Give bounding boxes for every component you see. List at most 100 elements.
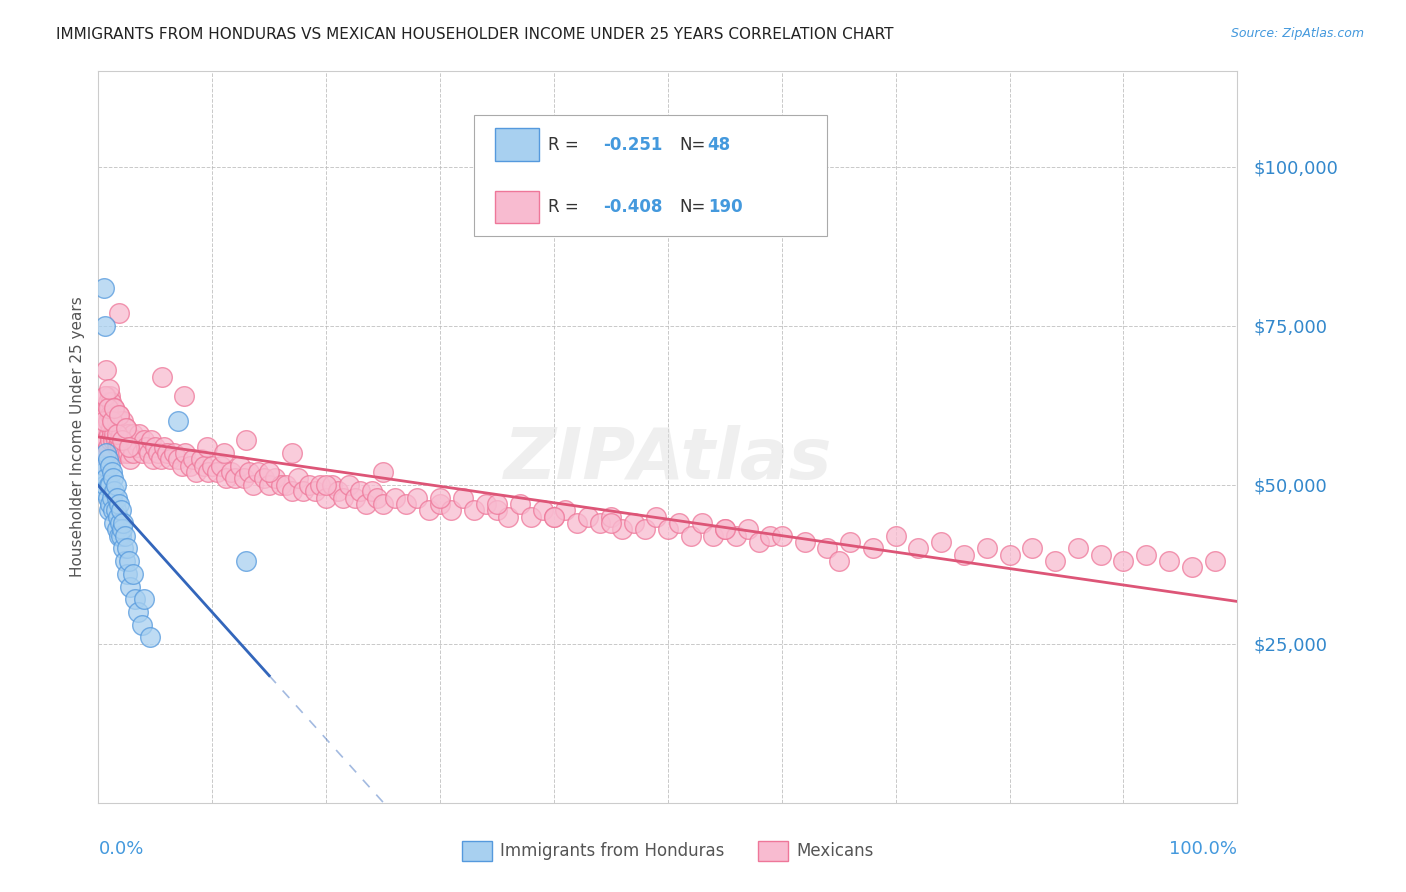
Point — [360, 484, 382, 499]
Point — [668, 516, 690, 530]
Point — [108, 306, 131, 320]
Point — [486, 503, 509, 517]
Point — [588, 516, 610, 530]
Point — [366, 491, 388, 505]
Point — [242, 477, 264, 491]
Point — [96, 440, 118, 454]
Point — [127, 440, 149, 454]
Point — [94, 401, 117, 416]
Point — [929, 535, 952, 549]
Point — [554, 503, 576, 517]
Point — [1043, 554, 1066, 568]
Point — [474, 497, 496, 511]
Point — [97, 503, 120, 517]
Point — [839, 535, 862, 549]
Point — [233, 471, 256, 485]
Point — [94, 458, 117, 473]
Point — [108, 440, 131, 454]
Point — [998, 548, 1021, 562]
Point — [520, 509, 543, 524]
Point — [121, 426, 143, 441]
Point — [103, 426, 125, 441]
Point — [224, 471, 246, 485]
Point — [486, 497, 509, 511]
Point — [354, 497, 377, 511]
Point — [105, 414, 128, 428]
Point — [93, 484, 115, 499]
Point — [1181, 560, 1204, 574]
Text: IMMIGRANTS FROM HONDURAS VS MEXICAN HOUSEHOLDER INCOME UNDER 25 YEARS CORRELATIO: IMMIGRANTS FROM HONDURAS VS MEXICAN HOUS… — [56, 27, 894, 42]
Point — [304, 484, 326, 499]
Point — [107, 420, 129, 434]
Point — [343, 491, 366, 505]
Point — [714, 522, 737, 536]
Point — [884, 529, 907, 543]
Point — [1204, 554, 1226, 568]
Point — [121, 566, 143, 581]
Point — [679, 529, 702, 543]
Point — [702, 529, 724, 543]
Point — [235, 434, 257, 448]
Point — [418, 503, 440, 517]
Point — [135, 440, 157, 454]
Point — [634, 522, 657, 536]
Y-axis label: Householder Income Under 25 years: Householder Income Under 25 years — [69, 297, 84, 577]
Point — [117, 426, 139, 441]
Point — [309, 477, 332, 491]
Point — [112, 414, 135, 428]
Point — [953, 548, 976, 562]
Point — [315, 477, 337, 491]
Point — [98, 497, 121, 511]
Point — [101, 408, 124, 422]
Point — [159, 452, 181, 467]
Point — [105, 491, 128, 505]
Point — [110, 426, 132, 441]
Point — [509, 497, 531, 511]
Point — [828, 554, 851, 568]
Point — [101, 414, 124, 428]
Point — [108, 408, 131, 422]
Point — [93, 280, 115, 294]
Point — [94, 446, 117, 460]
Point — [107, 509, 129, 524]
Point — [395, 497, 418, 511]
Point — [770, 529, 793, 543]
Point — [156, 446, 179, 460]
Point — [463, 503, 485, 517]
Point — [108, 516, 131, 530]
Point — [104, 434, 127, 448]
Point — [121, 446, 143, 460]
Point — [96, 389, 118, 403]
Point — [219, 465, 242, 479]
Point — [100, 395, 122, 409]
Point — [174, 446, 197, 460]
Point — [111, 522, 134, 536]
Point — [1021, 541, 1043, 556]
Text: N=: N= — [679, 136, 706, 153]
Text: 100.0%: 100.0% — [1170, 840, 1237, 858]
Point — [104, 477, 127, 491]
Point — [714, 522, 737, 536]
Point — [112, 516, 135, 530]
Point — [108, 414, 131, 428]
Point — [112, 440, 135, 454]
Point — [725, 529, 748, 543]
Text: 0.0%: 0.0% — [98, 840, 143, 858]
Point — [105, 426, 128, 441]
Point — [96, 414, 118, 428]
Point — [104, 408, 127, 422]
Point — [197, 465, 219, 479]
Point — [93, 458, 115, 473]
Point — [186, 465, 208, 479]
Point — [429, 491, 451, 505]
Point — [98, 434, 121, 448]
Point — [264, 471, 287, 485]
Point — [98, 389, 121, 403]
Point — [111, 434, 134, 448]
Point — [167, 452, 190, 467]
Point — [252, 471, 274, 485]
Point — [94, 318, 117, 333]
Point — [1135, 548, 1157, 562]
Point — [565, 516, 588, 530]
Point — [103, 414, 125, 428]
